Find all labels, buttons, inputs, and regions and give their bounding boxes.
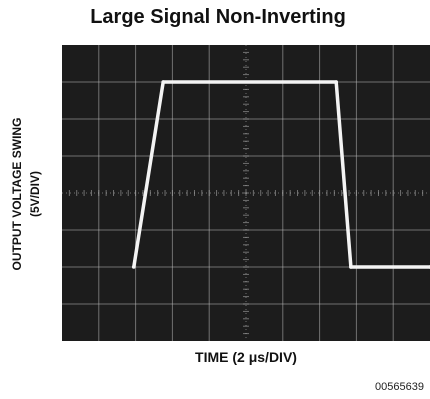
grid	[62, 45, 430, 341]
x-axis-label: TIME (2 μs/DIV)	[195, 349, 297, 365]
trace-vertex	[334, 80, 338, 84]
signal-trace	[132, 80, 430, 269]
y-axis-label-line1: OUTPUT VOLTAGE SWING	[10, 117, 24, 271]
chart-title: Large Signal Non-Inverting	[90, 6, 346, 28]
trace	[131, 80, 430, 269]
chart-svg	[62, 45, 430, 341]
figure-id: 00565639	[375, 381, 424, 393]
oscilloscope-screen	[62, 45, 430, 341]
y-axis-label: OUTPUT VOLTAGE SWING (5V/DIV)	[2, 55, 54, 340]
trace-vertex	[161, 80, 165, 84]
y-axis-label-line2: (5V/DIV)	[28, 171, 42, 218]
trace-vertex	[349, 265, 353, 269]
trace-vertex	[131, 265, 136, 269]
